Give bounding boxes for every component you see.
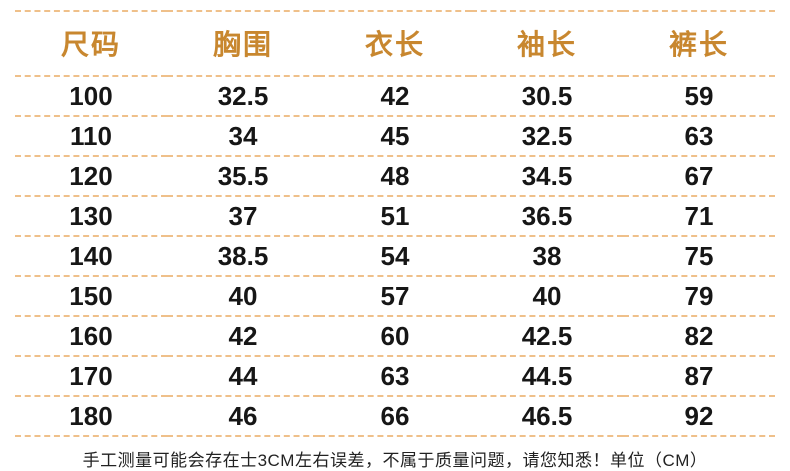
cell-pants: 75 bbox=[623, 236, 775, 277]
cell-size: 140 bbox=[15, 236, 167, 277]
size-table: 尺码 胸围 衣长 袖长 裤长 100 32.5 42 30.5 59 110 3… bbox=[15, 10, 775, 437]
cell-sleeve: 36.5 bbox=[471, 196, 623, 237]
cell-pants: 67 bbox=[623, 156, 775, 197]
cell-length: 48 bbox=[319, 156, 471, 197]
cell-pants: 92 bbox=[623, 396, 775, 437]
column-header-pants: 裤长 bbox=[623, 10, 775, 77]
table-row: 170 44 63 44.5 87 bbox=[15, 356, 775, 397]
cell-sleeve: 44.5 bbox=[471, 356, 623, 397]
cell-chest: 44 bbox=[167, 356, 319, 397]
cell-size: 100 bbox=[15, 76, 167, 117]
cell-chest: 35.5 bbox=[167, 156, 319, 197]
table-row: 150 40 57 40 79 bbox=[15, 276, 775, 317]
cell-length: 42 bbox=[319, 76, 471, 117]
cell-length: 54 bbox=[319, 236, 471, 277]
cell-chest: 34 bbox=[167, 116, 319, 157]
cell-sleeve: 46.5 bbox=[471, 396, 623, 437]
cell-size: 180 bbox=[15, 396, 167, 437]
table-row: 100 32.5 42 30.5 59 bbox=[15, 76, 775, 117]
cell-sleeve: 42.5 bbox=[471, 316, 623, 357]
cell-size: 150 bbox=[15, 276, 167, 317]
size-table-body: 100 32.5 42 30.5 59 110 34 45 32.5 63 12… bbox=[15, 76, 775, 437]
cell-length: 63 bbox=[319, 356, 471, 397]
cell-length: 66 bbox=[319, 396, 471, 437]
table-header-row: 尺码 胸围 衣长 袖长 裤长 bbox=[15, 10, 775, 77]
cell-chest: 40 bbox=[167, 276, 319, 317]
cell-sleeve: 34.5 bbox=[471, 156, 623, 197]
size-table-header: 尺码 胸围 衣长 袖长 裤长 bbox=[15, 10, 775, 77]
cell-pants: 71 bbox=[623, 196, 775, 237]
table-row: 130 37 51 36.5 71 bbox=[15, 196, 775, 237]
cell-pants: 82 bbox=[623, 316, 775, 357]
cell-sleeve: 32.5 bbox=[471, 116, 623, 157]
cell-pants: 63 bbox=[623, 116, 775, 157]
cell-sleeve: 40 bbox=[471, 276, 623, 317]
table-row: 160 42 60 42.5 82 bbox=[15, 316, 775, 357]
cell-chest: 38.5 bbox=[167, 236, 319, 277]
cell-size: 110 bbox=[15, 116, 167, 157]
table-row: 120 35.5 48 34.5 67 bbox=[15, 156, 775, 197]
cell-chest: 32.5 bbox=[167, 76, 319, 117]
cell-size: 170 bbox=[15, 356, 167, 397]
cell-pants: 59 bbox=[623, 76, 775, 117]
cell-sleeve: 38 bbox=[471, 236, 623, 277]
column-header-chest: 胸围 bbox=[167, 10, 319, 77]
cell-size: 160 bbox=[15, 316, 167, 357]
cell-size: 130 bbox=[15, 196, 167, 237]
column-header-size: 尺码 bbox=[15, 10, 167, 77]
cell-pants: 87 bbox=[623, 356, 775, 397]
cell-length: 51 bbox=[319, 196, 471, 237]
cell-size: 120 bbox=[15, 156, 167, 197]
cell-pants: 79 bbox=[623, 276, 775, 317]
column-header-sleeve: 袖长 bbox=[471, 10, 623, 77]
cell-sleeve: 30.5 bbox=[471, 76, 623, 117]
cell-length: 57 bbox=[319, 276, 471, 317]
cell-chest: 42 bbox=[167, 316, 319, 357]
table-row: 180 46 66 46.5 92 bbox=[15, 396, 775, 437]
cell-chest: 37 bbox=[167, 196, 319, 237]
cell-length: 45 bbox=[319, 116, 471, 157]
table-row: 140 38.5 54 38 75 bbox=[15, 236, 775, 277]
column-header-length: 衣长 bbox=[319, 10, 471, 77]
cell-length: 60 bbox=[319, 316, 471, 357]
cell-chest: 46 bbox=[167, 396, 319, 437]
table-row: 110 34 45 32.5 63 bbox=[15, 116, 775, 157]
